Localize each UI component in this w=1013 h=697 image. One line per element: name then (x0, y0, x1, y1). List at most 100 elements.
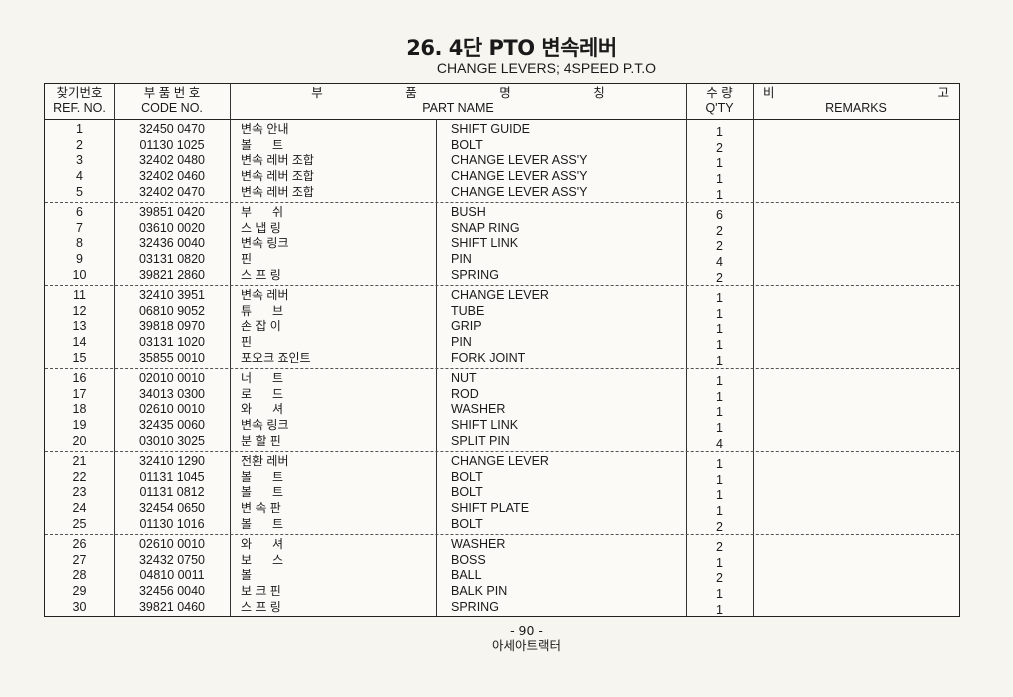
ref-no: 29 (72, 584, 87, 599)
header-name-kr-3: 명 (499, 86, 511, 100)
part-name-kr: 변속 링크 (241, 236, 289, 251)
part-name-kr: 볼 트 (241, 516, 284, 531)
part-name-en: BUSH (451, 205, 486, 219)
code-no: 04810 0011 (139, 568, 205, 583)
part-name-kr: 보 스 (241, 552, 284, 567)
code-no: 39821 2860 (138, 267, 206, 282)
quantity: 4 (716, 255, 723, 270)
part-name-en: CHANGE LEVER ASS'Y (451, 184, 588, 199)
code-no: 32450 0470 (138, 122, 206, 136)
code-no: 32402 0470 (138, 184, 206, 199)
table-row: 24 32454 0650 변 속 판 SHIFT PLATE 1 (45, 501, 959, 518)
part-name-kr: 너 트 (241, 371, 284, 385)
part-name-en: PIN (451, 252, 472, 267)
part-name-en: SHIFT LINK (451, 236, 519, 251)
part-name-en: GRIP (451, 319, 482, 334)
header-code: 부 품 번 호 CODE NO. (114, 84, 230, 119)
code-no: 34013 0300 (138, 386, 206, 401)
ref-no: 15 (72, 350, 87, 365)
part-name-en: CHANGE LEVER (451, 288, 549, 302)
header-ref-en: REF. NO. (53, 101, 106, 115)
table-row: 20 03010 3025 분 할 핀 SPLIT PIN 4 (45, 433, 959, 451)
row-group: 6 39851 0420 부 쉬 BUSH 6 7 03610 0020 스 냅 링 SNAP … (45, 203, 959, 286)
header-remarks-kr-2: 고 (937, 86, 949, 100)
quantity: 1 (716, 322, 723, 337)
code-no: 32410 1290 (138, 454, 206, 468)
part-name-kr: 변속 레버 조합 (241, 169, 314, 184)
quantity: 1 (716, 306, 723, 321)
code-no: 01131 1045 (139, 469, 205, 484)
part-name-kr: 변속 레버 조합 (241, 184, 314, 199)
table-row: 6 39851 0420 부 쉬 BUSH 6 (45, 205, 959, 222)
part-name-kr: 전환 레버 (241, 454, 289, 468)
ref-no: 7 (76, 220, 83, 235)
table-row: 17 34013 0300 로 드 ROD 1 (45, 386, 959, 404)
code-no: 32456 0040 (138, 584, 206, 599)
code-no: 01130 1016 (139, 516, 205, 531)
quantity: 2 (716, 540, 723, 554)
table-row: 14 03131 1020 핀 PIN 1 (45, 335, 959, 352)
part-name-en: CHANGE LEVER ASS'Y (451, 169, 588, 184)
quantity: 2 (716, 239, 723, 254)
quantity: 6 (716, 208, 723, 222)
header-qty-kr: 수 량 (706, 86, 733, 100)
part-name-kr: 볼 트 (241, 137, 284, 152)
ref-no: 19 (72, 418, 87, 433)
quantity: 2 (716, 140, 723, 155)
part-name-kr: 볼 트 (241, 485, 284, 500)
ref-no: 16 (72, 371, 87, 385)
part-name-kr: 손 잡 이 (241, 319, 281, 334)
column-divider (230, 84, 231, 616)
column-divider (436, 119, 437, 616)
code-no: 32436 0040 (138, 236, 206, 251)
table-row: 19 32435 0060 변속 링크 SHIFT LINK 1 (45, 418, 959, 435)
ref-no: 14 (72, 335, 87, 350)
quantity: 1 (716, 457, 723, 471)
code-no: 03131 1020 (138, 335, 206, 350)
table-row: 7 03610 0020 스 냅 링 SNAP RING 2 (45, 220, 959, 238)
table-row: 21 32410 1290 전환 레버 CHANGE LEVER 1 (45, 454, 959, 471)
quantity: 2 (716, 519, 723, 534)
table-row: 30 39821 0460 스 프 링 SPRING 1 (45, 599, 959, 617)
code-no: 39851 0420 (138, 205, 206, 219)
table-row: 15 35855 0010 포오크 죠인트 FORK JOINT 1 (45, 350, 959, 368)
code-no: 39821 0460 (138, 599, 206, 614)
quantity: 1 (716, 291, 723, 305)
table-row: 25 01130 1016 볼 트 BOLT 2 (45, 516, 959, 534)
ref-no: 2 (76, 137, 83, 152)
table-row: 29 32456 0040 보 크 핀 BALK PIN 1 (45, 584, 959, 601)
header-name-kr-2: 품 (405, 86, 417, 100)
quantity: 1 (716, 187, 723, 202)
ref-no: 10 (72, 267, 87, 282)
part-name-kr: 변속 안내 (241, 122, 289, 136)
part-name-en: SHIFT PLATE (451, 501, 530, 516)
ref-no: 20 (72, 433, 87, 448)
part-name-en: BALL (451, 568, 482, 583)
code-no: 32410 3951 (138, 288, 206, 302)
part-name-en: SPRING (451, 599, 499, 614)
code-no: 32402 0460 (138, 169, 206, 184)
quantity: 2 (716, 223, 723, 238)
header-remarks-kr-1: 비 (763, 86, 775, 100)
ref-no: 25 (72, 516, 87, 531)
part-name-kr: 변 속 판 (241, 501, 281, 516)
header-part-name: 부 품 명 칭 PART NAME (230, 84, 686, 119)
part-name-kr: 볼 트 (241, 469, 284, 484)
part-name-kr: 분 할 핀 (241, 433, 281, 448)
page-subtitle: CHANGE LEVERS; 4SPEED P.T.O (436, 60, 657, 76)
header-qty: 수 량 Q'TY (686, 84, 753, 119)
code-no: 32435 0060 (138, 418, 206, 433)
header-ref-kr: 찾기번호 (56, 86, 103, 100)
code-no: 03610 0020 (138, 220, 206, 235)
part-name-en: BOLT (451, 469, 483, 484)
ref-no: 9 (76, 252, 83, 267)
table-row: 2 01130 1025 볼 트 BOLT 2 (45, 137, 959, 155)
part-name-kr: 보 크 핀 (241, 584, 281, 599)
table-row: 8 32436 0040 변속 링크 SHIFT LINK 2 (45, 236, 959, 254)
table-row: 3 32402 0480 변속 레버 조합 CHANGE LEVER ASS'Y 1 (45, 153, 959, 170)
ref-no: 13 (72, 319, 87, 334)
table-row: 1 32450 0470 변속 안내 SHIFT GUIDE 1 (45, 122, 959, 139)
table-header: 찾기번호 REF. NO. 부 품 번 호 CODE NO. 부 품 명 칭 P… (45, 84, 959, 120)
ref-no: 12 (72, 303, 87, 318)
code-no: 01131 0812 (139, 485, 205, 500)
